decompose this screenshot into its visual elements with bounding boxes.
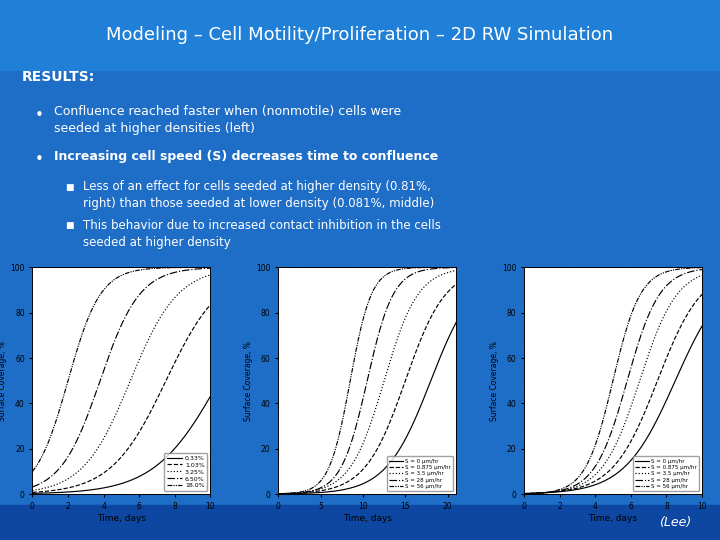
X-axis label: Time, days: Time, days xyxy=(97,514,146,523)
X-axis label: Time, days: Time, days xyxy=(588,514,637,523)
Y-axis label: Surface Coverage, %: Surface Coverage, % xyxy=(490,341,499,421)
Text: •: • xyxy=(35,152,43,167)
Y-axis label: Surface Coverage, %: Surface Coverage, % xyxy=(0,341,7,421)
Legend: S = 0 μm/hr, S = 0.875 μm/hr, S = 3.5 μm/hr, S = 28 μm/hr, S = 56 μm/hr: S = 0 μm/hr, S = 0.875 μm/hr, S = 3.5 μm… xyxy=(633,456,699,491)
Legend: 0.33%, 1.03%, 3.25%, 6.50%, 18.0%: 0.33%, 1.03%, 3.25%, 6.50%, 18.0% xyxy=(164,453,207,491)
Text: RESULTS:: RESULTS: xyxy=(22,70,95,84)
Text: (Lee): (Lee) xyxy=(659,516,691,529)
Text: Confluence reached faster when (nonmotile) cells were
seeded at higher densities: Confluence reached faster when (nonmotil… xyxy=(54,105,401,136)
Legend: S = 0 μm/hr, S = 0.875 μm/hr, S = 3.5 μm/hr, S = 28 μm/hr, S = 56 μm/hr: S = 0 μm/hr, S = 0.875 μm/hr, S = 3.5 μm… xyxy=(387,456,454,491)
Text: This behavior due to increased contact inhibition in the cells
seeded at higher : This behavior due to increased contact i… xyxy=(83,219,441,249)
Bar xyxy=(0,0,720,70)
Text: •: • xyxy=(35,108,43,123)
X-axis label: Time, days: Time, days xyxy=(343,514,392,523)
Text: ■: ■ xyxy=(65,183,73,192)
Text: Increasing cell speed (S) decreases time to confluence: Increasing cell speed (S) decreases time… xyxy=(54,150,438,163)
Text: ■: ■ xyxy=(65,221,73,231)
Bar xyxy=(0,505,720,540)
Y-axis label: Surface Coverage, %: Surface Coverage, % xyxy=(244,341,253,421)
Text: Modeling – Cell Motility/Proliferation – 2D RW Simulation: Modeling – Cell Motility/Proliferation –… xyxy=(107,26,613,44)
Text: Less of an effect for cells seeded at higher density (0.81%,
right) than those s: Less of an effect for cells seeded at hi… xyxy=(83,180,434,211)
